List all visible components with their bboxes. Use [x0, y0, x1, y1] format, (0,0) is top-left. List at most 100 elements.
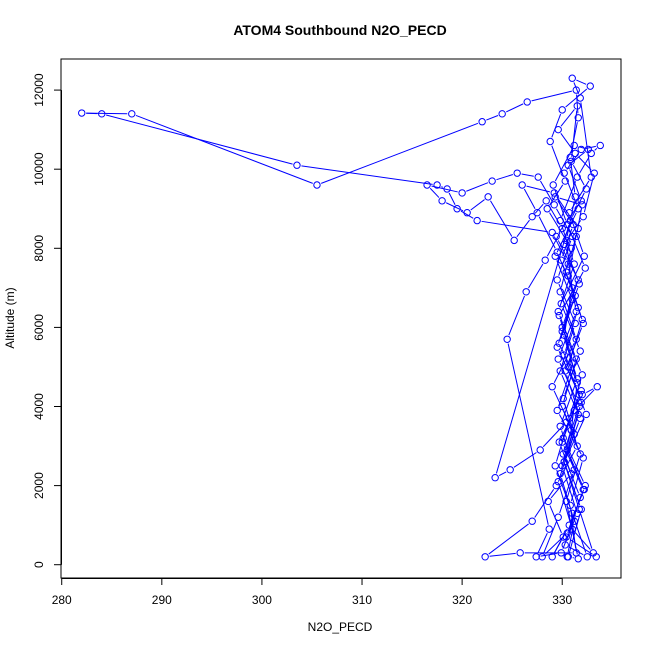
data-point — [562, 268, 570, 276]
y-axis-label: Altitude (m) — [3, 287, 17, 348]
chart-title: ATOM4 Southbound N2O_PECD — [233, 22, 446, 38]
data-point — [558, 224, 566, 233]
series-segment — [105, 114, 293, 165]
data-point — [569, 220, 577, 229]
series-segment — [566, 375, 580, 415]
series-segment — [580, 513, 593, 549]
data-point — [579, 212, 587, 221]
data-point — [543, 205, 551, 213]
series-segment — [579, 156, 590, 174]
data-point — [564, 553, 572, 561]
series-segment — [521, 173, 534, 177]
data-point — [542, 197, 550, 205]
data-point — [560, 458, 568, 466]
data-point — [532, 553, 540, 561]
data-point — [558, 438, 566, 446]
series-segment — [301, 165, 433, 185]
data-point — [293, 161, 301, 169]
series-segment — [466, 182, 489, 192]
series-segment — [537, 532, 548, 553]
series-segment — [441, 186, 444, 188]
data-point — [560, 240, 568, 249]
series-segment — [549, 184, 564, 206]
series-segment — [563, 284, 578, 324]
series-segment — [585, 388, 594, 393]
data-point — [559, 450, 567, 458]
series-segment — [489, 552, 516, 557]
data-point — [552, 481, 560, 490]
series-segment — [460, 210, 474, 219]
data-point — [438, 197, 446, 205]
data-point — [560, 351, 568, 359]
data-point — [570, 406, 578, 415]
data-point — [573, 379, 581, 387]
series-segment — [528, 263, 544, 289]
series-segment — [551, 113, 562, 138]
data-point — [574, 205, 582, 213]
series-segment — [563, 398, 579, 439]
x-tick-label: 310 — [352, 593, 372, 607]
data-point — [555, 339, 563, 347]
data-point — [566, 501, 574, 510]
data-point — [577, 145, 585, 154]
series-segment — [320, 122, 479, 184]
data-point — [555, 311, 563, 320]
data-point — [587, 149, 595, 158]
series-segment — [560, 109, 575, 127]
data-point — [570, 430, 578, 438]
x-tick-label: 300 — [252, 593, 272, 607]
data-point — [538, 553, 546, 561]
data-point — [582, 410, 590, 419]
data-point — [484, 193, 492, 201]
data-point — [568, 232, 576, 241]
data-point — [576, 414, 584, 423]
data-point — [592, 553, 600, 561]
series-segment — [540, 180, 553, 202]
data-point — [536, 446, 544, 454]
data-point — [568, 74, 576, 82]
series-segment — [523, 188, 536, 209]
data-point — [561, 367, 569, 375]
series-segment — [561, 374, 577, 411]
data-point — [518, 181, 526, 189]
data-point — [522, 288, 530, 296]
data-point — [590, 169, 598, 177]
data-point — [567, 157, 575, 165]
series-segment — [481, 220, 548, 233]
data-point — [551, 462, 559, 470]
data-point — [576, 94, 584, 102]
data-point — [568, 509, 576, 517]
data-point — [558, 106, 566, 114]
series-segment — [531, 90, 572, 102]
y-tick-label: 10000 — [32, 152, 46, 186]
data-point — [556, 288, 564, 296]
y-tick-label: 12000 — [32, 73, 46, 107]
data-point — [510, 236, 518, 245]
data-point — [78, 109, 86, 117]
series-segment — [574, 532, 591, 550]
data-point — [568, 284, 576, 292]
data-point — [546, 137, 554, 146]
series-segment — [583, 177, 594, 213]
data-point — [563, 529, 571, 537]
series-segment — [551, 145, 565, 178]
data-point — [576, 493, 584, 502]
data-point — [561, 177, 569, 185]
series-segment — [508, 295, 525, 336]
data-point — [534, 173, 542, 181]
data-point — [562, 497, 570, 506]
data-point — [550, 201, 558, 209]
series-segment — [573, 82, 580, 95]
data-point — [554, 477, 562, 486]
series-segment — [571, 192, 585, 217]
data-point — [558, 323, 566, 332]
data-point — [554, 307, 562, 316]
data-point — [571, 149, 579, 158]
series-segment — [561, 181, 577, 217]
series-segment — [562, 517, 577, 549]
series-segment — [562, 260, 583, 300]
data-point — [572, 307, 580, 316]
series-segment — [488, 523, 529, 555]
data-point — [553, 343, 561, 351]
